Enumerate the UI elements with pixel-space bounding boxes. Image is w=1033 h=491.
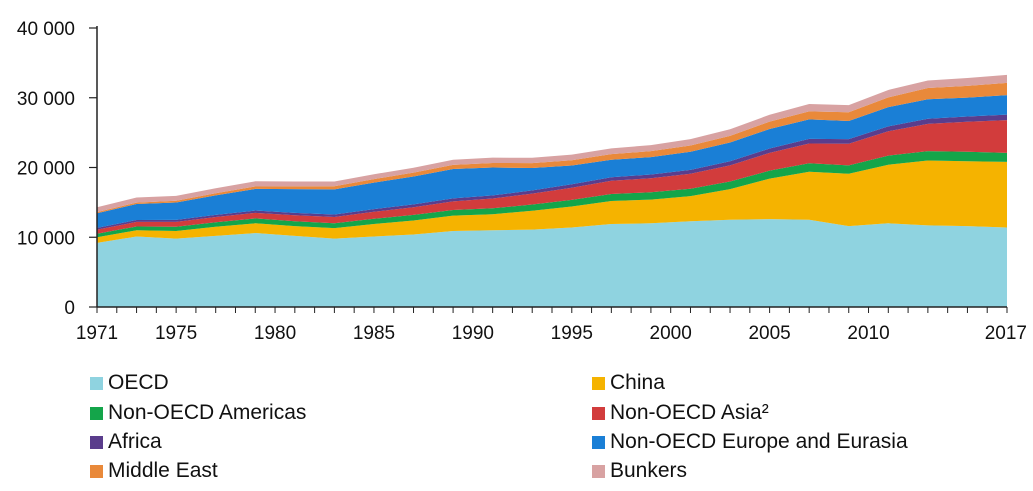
legend-swatch-non-oecd-americas: [90, 406, 103, 420]
legend-swatch-africa: [90, 435, 103, 449]
x-tick-label: 1975: [155, 323, 197, 344]
x-tick-label: 1990: [452, 323, 494, 344]
legend-label-non-oecd-americas: Non-OECD Americas: [108, 401, 307, 424]
x-tick-label: 2005: [748, 323, 790, 344]
y-tick-label: 40 000: [17, 19, 75, 40]
legend-item-non-oecd-americas: Non-OECD Americas: [90, 400, 306, 426]
x-tick-label: 1985: [353, 323, 395, 344]
area-series-non-oecd-americas: [97, 151, 1007, 238]
y-tick-label: 0: [64, 298, 75, 319]
legend-item-middle-east: Middle East: [90, 458, 218, 484]
series-areas: [97, 74, 1007, 307]
y-tick-label: 30 000: [17, 89, 75, 110]
x-tick-label: 1980: [254, 323, 296, 344]
x-tick-label: 2017: [985, 323, 1027, 344]
y-tick-label: 20 000: [17, 159, 75, 180]
legend-label-middle-east: Middle East: [108, 459, 218, 482]
x-tick-label: 2010: [847, 323, 889, 344]
legend-swatch-non-oecd-europe-eurasia: [592, 435, 605, 449]
chart-legend: OECD China Non-OECD Americas Non-OECD As…: [0, 366, 1033, 491]
area-series-non-oecd-europe-and-eurasia: [97, 95, 1007, 228]
x-axis-ticks: 1971 1975 1980 1985 1990 1995 2000 2005 2010 2017: [76, 307, 1027, 344]
legend-swatch-middle-east: [90, 464, 103, 478]
area-series-middle-east: [97, 82, 1007, 214]
legend-swatch-oecd: [90, 376, 103, 390]
legend-item-africa: Africa: [90, 429, 162, 455]
area-series-oecd: [97, 219, 1007, 307]
legend-item-non-oecd-europe-eurasia: Non-OECD Europe and Eurasia: [592, 429, 908, 455]
legend-item-bunkers: Bunkers: [592, 458, 687, 484]
x-tick-label: 1971: [76, 323, 118, 344]
legend-swatch-bunkers: [592, 464, 605, 478]
x-tick-label: 2000: [650, 323, 692, 344]
y-tick-label: 10 000: [17, 228, 75, 249]
area-series-bunkers: [97, 74, 1007, 213]
legend-label-non-oecd-asia: Non-OECD Asia²: [610, 401, 769, 424]
legend-item-china: China: [592, 370, 665, 396]
legend-label-china: China: [610, 371, 665, 394]
legend-label-oecd: OECD: [108, 371, 169, 394]
area-series-non-oecd-asia: [97, 120, 1007, 234]
y-axis-ticks: 0 10 000 20 000 30 000 40 000: [17, 19, 97, 319]
legend-swatch-china: [592, 376, 605, 390]
legend-swatch-non-oecd-asia: [592, 406, 605, 420]
legend-label-bunkers: Bunkers: [610, 459, 688, 482]
legend-item-non-oecd-asia: Non-OECD Asia²: [592, 400, 769, 426]
chart-area: 0 10 000 20 000 30 000 40 000 1971 1975 1980 19…: [17, 19, 1027, 344]
area-series-china: [97, 160, 1007, 243]
x-tick-label: 1995: [551, 323, 593, 344]
legend-item-oecd: OECD: [90, 370, 169, 396]
legend-label-africa: Africa: [108, 430, 162, 453]
legend-label-non-oecd-europe-eurasia: Non-OECD Europe and Eurasia: [610, 430, 908, 453]
